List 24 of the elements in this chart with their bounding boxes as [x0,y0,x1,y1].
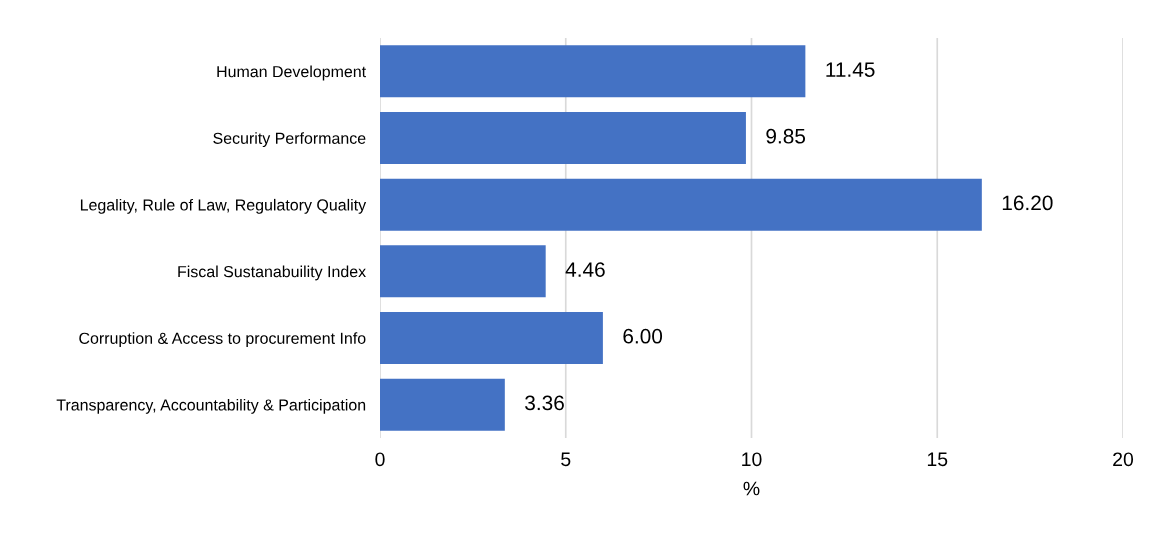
y-tick-label: Corruption & Access to procurement Info [79,332,366,348]
data-label: 16.20 [1002,195,1053,211]
bar [380,45,806,98]
data-label: 11.45 [826,62,875,77]
data-label: 6.00 [623,328,663,344]
x-tick-label: 10 [742,452,762,467]
x-tick-label: 15 [927,452,948,467]
data-label: 4.46 [565,262,605,277]
y-tick-label: Human Development [217,65,366,81]
data-label: 3.36 [525,395,564,411]
bar [380,178,982,231]
bar [380,245,546,298]
bar [380,312,603,364]
y-tick-label: Legality, Rule of Law, Regulatory Quality [80,198,367,214]
y-tick-label: Fiscal Sustanabuility Index [178,265,366,281]
x-tick-label: 0 [375,452,385,467]
x-tick-label: 20 [1113,452,1134,467]
x-tick-label: 5 [561,452,571,467]
y-tick-label: Security Performance [213,132,366,148]
data-label: 9.85 [766,128,806,144]
bar [380,378,505,431]
y-tick-label: Transparency, Accountability & Participation [56,398,366,414]
x-axis-title: % [743,481,760,496]
bar [380,112,746,164]
